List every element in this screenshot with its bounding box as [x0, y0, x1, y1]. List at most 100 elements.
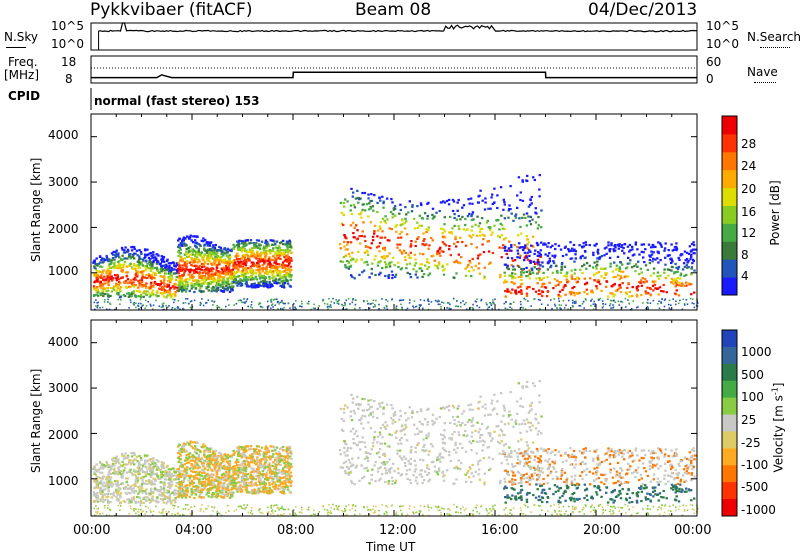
velocity-echo-cell	[190, 455, 193, 458]
power-echo-cell	[250, 268, 253, 271]
velocity-echo-cell	[367, 452, 370, 455]
power-echo-cell	[129, 262, 132, 265]
power-echo-cell	[264, 241, 267, 244]
power-echo-cell	[390, 228, 393, 231]
power-echo-cell	[426, 202, 429, 205]
velocity-echo-cell	[510, 470, 513, 473]
velocity-echo-cell	[233, 479, 236, 482]
velocity-echo-cell	[415, 476, 418, 479]
power-echo-cell	[163, 264, 166, 267]
velocity-echo-cell	[131, 490, 134, 493]
power-echo-cell	[229, 269, 233, 272]
velocity-echo-cell	[244, 465, 247, 468]
power-echo-cell	[183, 237, 187, 240]
power-echo-cell	[216, 255, 220, 258]
power-echo-cell	[171, 268, 174, 271]
power-echo-cell	[257, 239, 260, 242]
power-echo-cell	[112, 266, 115, 269]
power-echo-cell	[459, 218, 462, 221]
power-echo-cell	[144, 267, 148, 270]
velocity-echo-cell	[420, 409, 423, 413]
power-echo-cell	[261, 267, 264, 270]
power-echo-cell	[174, 295, 177, 298]
velocity-echo-cell	[476, 407, 480, 410]
power-echo-cell	[159, 275, 162, 278]
power-echo-cell	[196, 267, 199, 270]
power-echo-cell	[493, 224, 496, 227]
power-echo-cell	[132, 290, 136, 293]
velocity-echo-cell	[211, 463, 215, 466]
power-echo-cell	[245, 278, 248, 281]
velocity-echo-cell	[290, 457, 293, 460]
velocity-echo-cell	[455, 465, 458, 468]
power-echo-cell	[404, 206, 407, 209]
velocity-echo-cell	[166, 500, 169, 503]
velocity-echo-cell	[96, 500, 100, 503]
velocity-echo-cell	[477, 401, 480, 404]
power-echo-cell	[148, 259, 151, 262]
power-echo-cell	[482, 251, 486, 254]
power-echo-cell	[246, 272, 249, 275]
velocity-echo-cell	[239, 445, 243, 449]
velocity-echo-cell	[512, 425, 515, 428]
power-echo-cell	[208, 254, 211, 257]
power-echo-cell	[118, 265, 121, 268]
power-echo-cell	[394, 273, 398, 276]
velocity-echo-cell	[376, 470, 380, 473]
velocity-echo-cell	[410, 446, 413, 449]
velocity-echo-cell	[101, 463, 104, 466]
velocity-echo-cell	[121, 475, 124, 478]
velocity-echo-cell	[281, 445, 285, 448]
power-echo-cell	[161, 292, 164, 295]
velocity-echo-cell	[227, 473, 231, 476]
velocity-echo-cell	[163, 495, 167, 498]
power-echo-cell	[269, 249, 272, 252]
velocity-echo-cell	[285, 460, 288, 463]
velocity-echo-cell	[218, 465, 221, 468]
velocity-echo-cell	[273, 472, 276, 475]
power-echo-cell	[205, 242, 208, 245]
power-echo-cell	[247, 267, 250, 270]
power-echo-cell	[457, 225, 460, 228]
velocity-echo-cell	[499, 428, 502, 431]
power-echo-cell	[193, 269, 196, 272]
power-echo-cell	[92, 285, 96, 288]
velocity-echo-cell	[207, 478, 210, 481]
velocity-echo-cell	[181, 489, 184, 492]
power-echo-cell	[140, 252, 143, 255]
velocity-echo-cell	[388, 433, 391, 436]
velocity-echo-cell	[288, 467, 291, 470]
velocity-echo-cell	[371, 411, 375, 414]
velocity-echo-cell	[272, 485, 275, 488]
power-echo-cell	[205, 258, 209, 261]
power-echo-cell	[144, 260, 148, 263]
velocity-echo-cell	[260, 490, 263, 493]
power-echo-cell	[262, 285, 266, 288]
velocity-echo-cell	[464, 480, 468, 483]
velocity-echo-cell	[377, 451, 380, 454]
velocity-echo-cell	[265, 486, 268, 489]
velocity-echo-cell	[540, 415, 543, 418]
velocity-echo-cell	[443, 429, 446, 432]
power-echo-cell	[161, 260, 164, 263]
power-echo-cell	[394, 225, 397, 228]
power-echo-cell	[217, 279, 220, 283]
velocity-echo-cell	[244, 474, 247, 477]
velocity-echo-cell	[162, 487, 166, 490]
power-echo-cell	[408, 262, 412, 265]
velocity-echo-cell	[185, 471, 188, 474]
velocity-echo-cell	[272, 478, 275, 481]
velocity-echo-cell	[287, 457, 290, 460]
velocity-echo-cell	[156, 496, 159, 499]
velocity-echo-cell	[113, 491, 116, 494]
power-echo-cell	[139, 296, 143, 299]
velocity-echo-cell	[370, 405, 373, 408]
power-echo-cell	[253, 243, 256, 246]
power-echo-cell	[431, 213, 434, 216]
velocity-echo-cell	[118, 487, 121, 490]
velocity-echo-cell	[177, 460, 180, 464]
power-echo-cell	[132, 292, 135, 295]
power-echo-cell	[161, 267, 165, 271]
power-echo-cell	[257, 274, 261, 277]
velocity-echo-cell	[93, 472, 96, 475]
